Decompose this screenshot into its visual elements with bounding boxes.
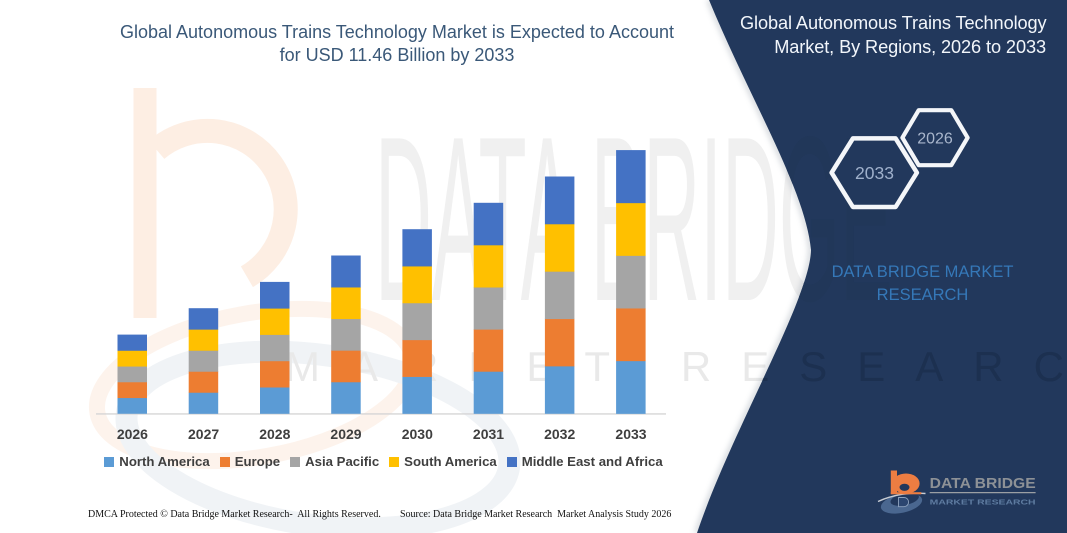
svg-text:DATA BRIDGE: DATA BRIDGE bbox=[930, 476, 1036, 492]
svg-text:2033: 2033 bbox=[855, 163, 894, 183]
svg-text:2026: 2026 bbox=[917, 131, 953, 148]
svg-text:MARKET RESEARCH: MARKET RESEARCH bbox=[930, 500, 1036, 507]
